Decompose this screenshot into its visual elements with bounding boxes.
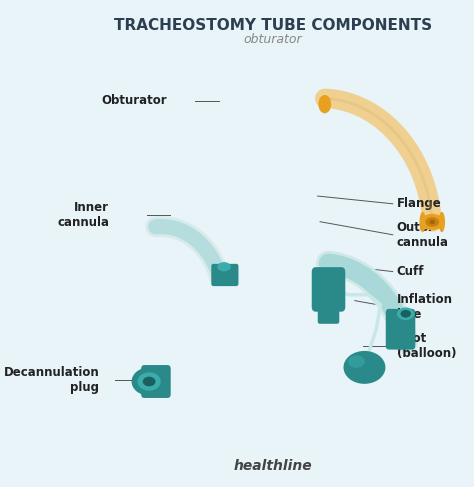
Ellipse shape bbox=[397, 307, 414, 320]
Text: Cuff: Cuff bbox=[397, 265, 424, 278]
Ellipse shape bbox=[217, 262, 231, 271]
Ellipse shape bbox=[132, 368, 167, 395]
Text: Flange: Flange bbox=[397, 197, 441, 210]
FancyBboxPatch shape bbox=[211, 264, 238, 286]
Ellipse shape bbox=[438, 212, 445, 232]
Ellipse shape bbox=[401, 310, 411, 318]
Text: Obturator: Obturator bbox=[101, 94, 167, 107]
Text: Inner
cannula: Inner cannula bbox=[57, 202, 109, 229]
Text: TRACHEOSTOMY TUBE COMPONENTS: TRACHEOSTOMY TUBE COMPONENTS bbox=[114, 19, 432, 33]
FancyBboxPatch shape bbox=[386, 309, 415, 350]
Text: healthline: healthline bbox=[234, 459, 312, 473]
FancyBboxPatch shape bbox=[141, 365, 171, 398]
Ellipse shape bbox=[426, 217, 439, 227]
Ellipse shape bbox=[429, 220, 435, 224]
FancyBboxPatch shape bbox=[318, 300, 339, 324]
FancyBboxPatch shape bbox=[312, 267, 345, 312]
Ellipse shape bbox=[420, 214, 444, 230]
Ellipse shape bbox=[319, 95, 331, 113]
Text: Inflation
line: Inflation line bbox=[397, 293, 453, 321]
Ellipse shape bbox=[137, 372, 161, 391]
Ellipse shape bbox=[348, 356, 365, 368]
Ellipse shape bbox=[143, 376, 155, 386]
Ellipse shape bbox=[344, 351, 385, 384]
Text: Pilot
(balloon): Pilot (balloon) bbox=[397, 332, 456, 360]
Text: Outer
cannula: Outer cannula bbox=[397, 221, 449, 249]
Ellipse shape bbox=[419, 212, 426, 232]
Text: Decannulation
plug: Decannulation plug bbox=[3, 366, 99, 394]
Text: obturator: obturator bbox=[244, 33, 302, 46]
